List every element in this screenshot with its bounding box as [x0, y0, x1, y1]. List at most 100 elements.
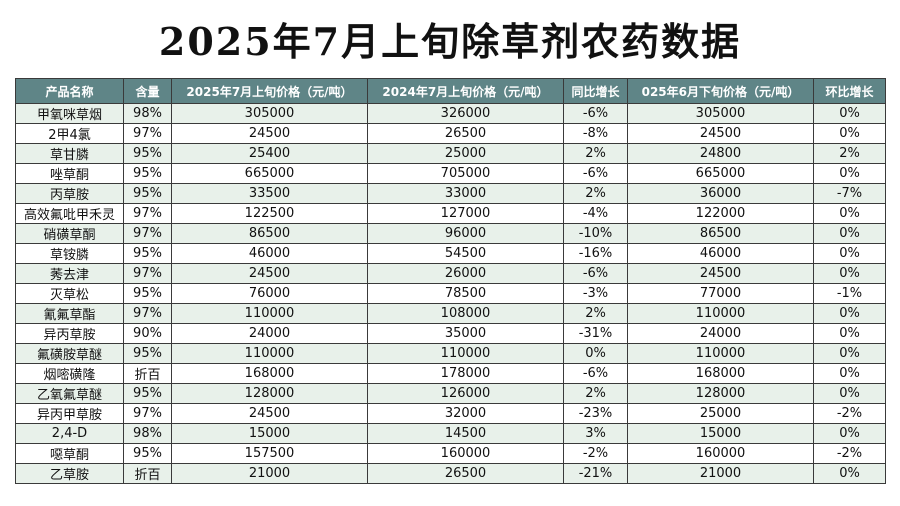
price-2025-cell: 24000 — [171, 323, 368, 344]
content-cell: 97% — [123, 263, 172, 284]
mom-growth-cell: 0% — [813, 383, 886, 404]
content-cell: 95% — [123, 343, 172, 364]
yoy-growth-cell: -31% — [563, 323, 628, 344]
yoy-growth-cell: -16% — [563, 243, 628, 264]
col-header-price-2025-jun-late: 025年6月下旬价格（元/吨） — [627, 78, 814, 104]
price-2025-cell: 157500 — [171, 443, 368, 464]
price-2024-cell: 26500 — [367, 463, 564, 484]
price-jun-cell: 168000 — [627, 363, 814, 384]
price-2024-cell: 178000 — [367, 363, 564, 384]
price-2025-cell: 33500 — [171, 183, 368, 204]
product-name-cell: 异丙草胺 — [15, 323, 124, 344]
table-row: 烟嘧磺隆 折百 168000 178000 -6% 168000 0% — [15, 363, 886, 384]
price-2024-cell: 14500 — [367, 423, 564, 444]
table-row: 乙草胺 折百 21000 26500 -21% 21000 0% — [15, 463, 886, 484]
product-name-cell: 烟嘧磺隆 — [15, 363, 124, 384]
price-jun-cell: 24000 — [627, 323, 814, 344]
table-row: 2甲4氯 97% 24500 26500 -8% 24500 0% — [15, 123, 886, 144]
price-2024-cell: 126000 — [367, 383, 564, 404]
price-jun-cell: 21000 — [627, 463, 814, 484]
mom-growth-cell: -7% — [813, 183, 886, 204]
price-jun-cell: 110000 — [627, 303, 814, 324]
price-2024-cell: 326000 — [367, 103, 564, 124]
mom-growth-cell: 0% — [813, 463, 886, 484]
table-row: 草甘膦 95% 25400 25000 2% 24800 2% — [15, 143, 886, 164]
yoy-growth-cell: -4% — [563, 203, 628, 224]
yoy-growth-cell: 2% — [563, 383, 628, 404]
yoy-growth-cell: -3% — [563, 283, 628, 304]
price-jun-cell: 305000 — [627, 103, 814, 124]
mom-growth-cell: 0% — [813, 123, 886, 144]
product-name-cell: 草甘膦 — [15, 143, 124, 164]
price-2025-cell: 168000 — [171, 363, 368, 384]
mom-growth-cell: 0% — [813, 303, 886, 324]
price-jun-cell: 77000 — [627, 283, 814, 304]
table-row: 氟磺胺草醚 95% 110000 110000 0% 110000 0% — [15, 343, 886, 364]
price-2024-cell: 54500 — [367, 243, 564, 264]
yoy-growth-cell: 0% — [563, 343, 628, 364]
price-2024-cell: 160000 — [367, 443, 564, 464]
mom-growth-cell: 2% — [813, 143, 886, 164]
mom-growth-cell: 0% — [813, 343, 886, 364]
price-2024-cell: 108000 — [367, 303, 564, 324]
col-header-mom-growth: 环比增长 — [813, 78, 886, 104]
product-name-cell: 异丙甲草胺 — [15, 403, 124, 424]
content-cell: 97% — [123, 123, 172, 144]
yoy-growth-cell: -6% — [563, 103, 628, 124]
yoy-growth-cell: -23% — [563, 403, 628, 424]
price-2024-cell: 78500 — [367, 283, 564, 304]
content-cell: 95% — [123, 163, 172, 184]
price-2024-cell: 110000 — [367, 343, 564, 364]
price-2024-cell: 705000 — [367, 163, 564, 184]
price-2024-cell: 26000 — [367, 263, 564, 284]
yoy-growth-cell: -10% — [563, 223, 628, 244]
table-row: 丙草胺 95% 33500 33000 2% 36000 -7% — [15, 183, 886, 204]
price-2024-cell: 127000 — [367, 203, 564, 224]
table-row: 氰氟草酯 97% 110000 108000 2% 110000 0% — [15, 303, 886, 324]
col-header-product-name: 产品名称 — [15, 78, 124, 104]
table-body: 甲氧咪草烟 98% 305000 326000 -6% 305000 0% 2甲4氯 97% 24… — [15, 103, 886, 484]
price-jun-cell: 110000 — [627, 343, 814, 364]
yoy-growth-cell: -8% — [563, 123, 628, 144]
product-name-cell: 草铵膦 — [15, 243, 124, 264]
yoy-growth-cell: -6% — [563, 163, 628, 184]
mom-growth-cell: 0% — [813, 323, 886, 344]
content-cell: 97% — [123, 203, 172, 224]
table-row: 异丙草胺 90% 24000 35000 -31% 24000 0% — [15, 323, 886, 344]
content-cell: 95% — [123, 383, 172, 404]
product-name-cell: 硝磺草酮 — [15, 223, 124, 244]
product-name-cell: 甲氧咪草烟 — [15, 103, 124, 124]
price-jun-cell: 15000 — [627, 423, 814, 444]
content-cell: 折百 — [123, 463, 172, 484]
yoy-growth-cell: 2% — [563, 303, 628, 324]
price-2025-cell: 665000 — [171, 163, 368, 184]
product-name-cell: 高效氟吡甲禾灵 — [15, 203, 124, 224]
yoy-growth-cell: 3% — [563, 423, 628, 444]
product-name-cell: 乙氧氟草醚 — [15, 383, 124, 404]
content-cell: 98% — [123, 103, 172, 124]
table-row: 异丙甲草胺 97% 24500 32000 -23% 25000 -2% — [15, 403, 886, 424]
price-jun-cell: 86500 — [627, 223, 814, 244]
price-2025-cell: 46000 — [171, 243, 368, 264]
price-jun-cell: 665000 — [627, 163, 814, 184]
mom-growth-cell: -2% — [813, 403, 886, 424]
table-row: 莠去津 97% 24500 26000 -6% 24500 0% — [15, 263, 886, 284]
price-2025-cell: 24500 — [171, 123, 368, 144]
mom-growth-cell: 0% — [813, 243, 886, 264]
price-2025-cell: 110000 — [171, 343, 368, 364]
col-header-yoy-growth: 同比增长 — [563, 78, 628, 104]
yoy-growth-cell: -6% — [563, 363, 628, 384]
price-2025-cell: 122500 — [171, 203, 368, 224]
price-2024-cell: 33000 — [367, 183, 564, 204]
price-2024-cell: 25000 — [367, 143, 564, 164]
price-2025-cell: 86500 — [171, 223, 368, 244]
price-2025-cell: 24500 — [171, 403, 368, 424]
price-2025-cell: 24500 — [171, 263, 368, 284]
mom-growth-cell: -2% — [813, 443, 886, 464]
col-header-price-2025-jul-early: 2025年7月上旬价格（元/吨） — [171, 78, 368, 104]
product-name-cell: 乙草胺 — [15, 463, 124, 484]
product-name-cell: 灭草松 — [15, 283, 124, 304]
content-cell: 95% — [123, 443, 172, 464]
price-jun-cell: 122000 — [627, 203, 814, 224]
content-cell: 折百 — [123, 363, 172, 384]
